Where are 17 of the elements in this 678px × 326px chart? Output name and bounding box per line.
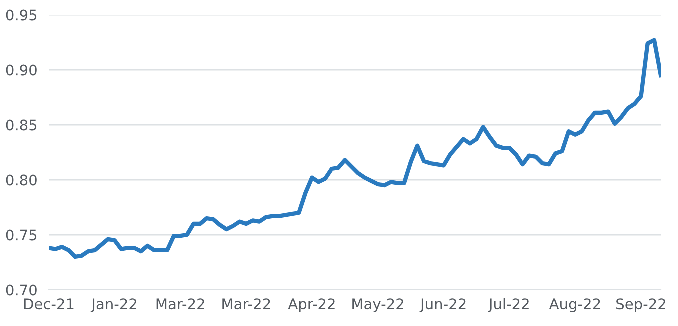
y-tick-label: 0.75 [6,230,37,241]
x-tick-label: Mar-22 [156,298,204,310]
line-series [49,38,661,260]
y-tick-label: 0.70 [6,284,37,296]
x-tick-label: Jan-22 [90,298,136,312]
x-tick-label: May-22 [352,298,404,312]
x-tick-label: Sep-22 [616,298,666,312]
y-tick-label: 0.80 [6,174,37,186]
x-tick-label: Aug-22 [549,298,600,312]
x-tick-label: Dec-21 [24,298,74,310]
x-tick-label: Apr-22 [288,298,335,312]
x-tick-label: Jul-22 [488,298,529,312]
y-tick-label: 0.90 [6,64,37,76]
x-tick-label: Jun-22 [420,298,466,312]
y-tick-label: 0.95 [6,10,37,21]
x-tick-label: Mar-22 [222,298,270,310]
y-tick-label: 0.85 [6,120,37,131]
